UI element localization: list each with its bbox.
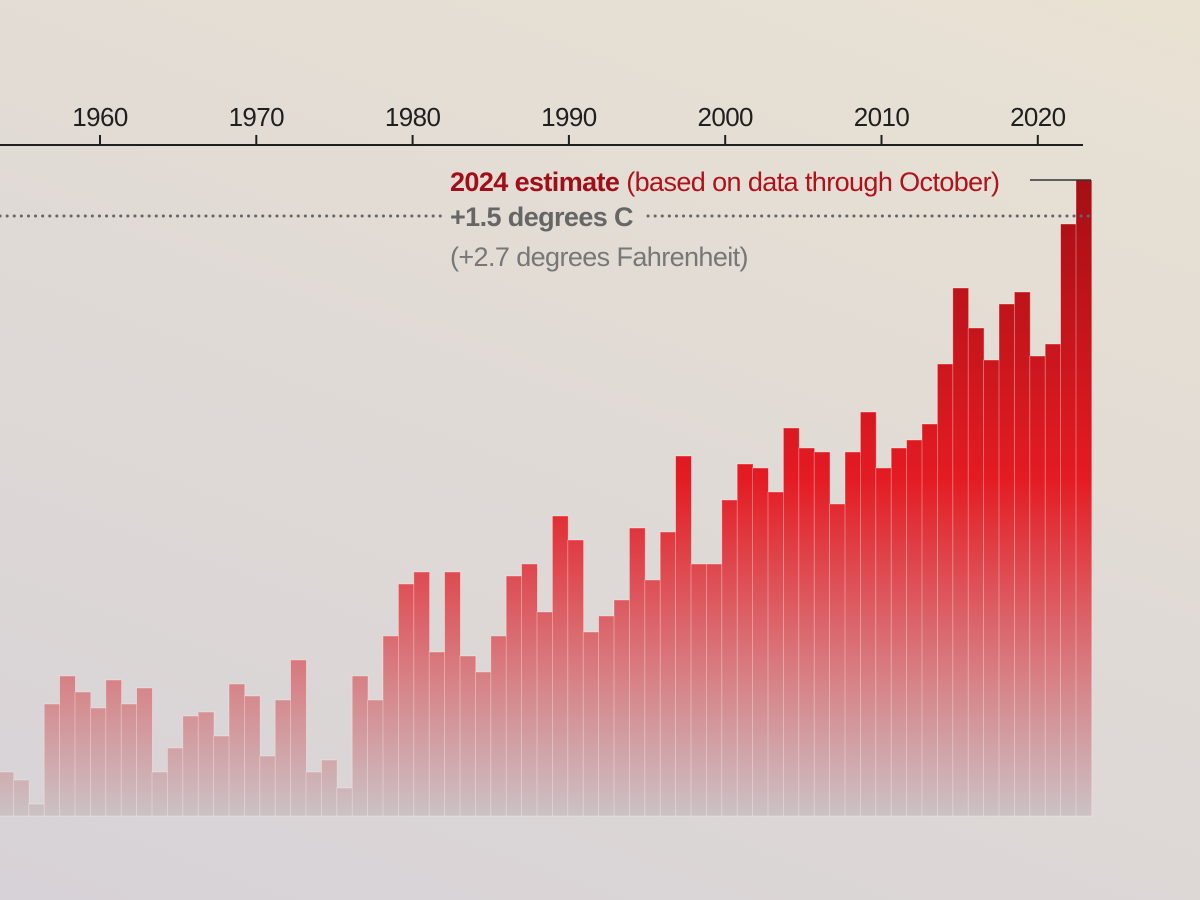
bar-1988 [521,563,538,817]
bar-1978 [367,699,384,817]
bar-1962 [120,703,138,817]
bar-1971 [259,755,276,817]
bar-1957 [43,703,61,817]
bar-1987 [505,575,523,817]
bar-2012 [890,447,908,817]
bar-1970 [243,695,261,817]
bar-1961 [105,679,123,817]
bar-2008 [829,503,846,817]
bar-2009 [844,451,862,817]
bar-1972 [274,699,292,817]
bar-1989 [536,611,554,817]
bar-1968 [213,735,230,817]
bar-2010 [860,411,877,817]
x-tick-label: 1960 [72,102,128,132]
x-tick-label: 2000 [697,102,753,132]
bar-series [0,179,1093,817]
bar-1982 [428,651,446,817]
x-tick-label: 2010 [854,102,910,132]
x-tick-label: 2020 [1010,102,1066,132]
bar-2005 [783,427,800,817]
bar-1955 [12,779,30,817]
bar-2021 [1029,355,1047,817]
bar-1954 [0,771,15,817]
bar-2019 [998,303,1016,817]
bar-1976 [336,787,353,817]
bar-1979 [382,635,400,817]
bar-1997 [659,531,677,817]
bar-1959 [74,691,92,817]
bar-2011 [875,467,892,817]
bar-2024 [1075,179,1093,817]
threshold-note: (+2.7 degrees Fahrenheit) [450,242,749,272]
bar-2016 [952,287,969,817]
bar-1996 [644,579,661,817]
bar-1967 [197,711,215,817]
bar-1990 [552,515,569,817]
bar-2022 [1044,343,1062,817]
bar-1966 [182,715,200,817]
bar-1991 [567,539,584,817]
bar-1973 [290,659,307,817]
bar-2004 [767,491,785,817]
bar-2003 [752,467,769,817]
bar-1983 [444,571,461,817]
bar-1958 [59,675,76,817]
bar-1993 [598,615,615,817]
bar-2006 [798,447,815,817]
bar-1985 [474,671,492,817]
x-tick-label: 1980 [385,102,441,132]
bar-1963 [136,687,153,817]
x-tick-label: 1970 [229,102,285,132]
estimate-note: (based on data through October) [626,167,1000,197]
x-axis: 1960 1970 1980 1990 2000 2010 2020 [0,102,1083,146]
bar-1977 [351,675,369,817]
bar-2020 [1014,291,1031,817]
threshold-label: +1.5 degrees C [450,202,634,232]
bar-2007 [813,451,831,817]
bar-1984 [459,655,477,817]
bar-1960 [90,707,107,817]
bar-1994 [613,599,631,817]
bar-2013 [906,439,923,817]
bar-1964 [151,771,169,817]
bar-2002 [736,463,754,817]
bar-2015 [937,363,954,817]
bar-2023 [1060,223,1077,817]
bar-2017 [967,327,985,817]
estimate-annotation: 2024 estimate (based on data through Oct… [450,167,1000,198]
bar-1999 [690,563,708,817]
bar-1956 [28,803,45,817]
bar-1975 [320,759,338,817]
bar-1995 [629,527,646,817]
bar-1981 [413,571,430,817]
bar-1974 [305,771,323,817]
bar-1965 [166,747,184,817]
estimate-label: 2024 estimate [450,167,620,197]
x-tick-label: 1990 [541,102,597,132]
bar-1969 [228,683,246,817]
bar-1980 [397,583,415,817]
bar-2000 [706,563,723,817]
bar-2018 [983,359,1000,817]
bar-1986 [490,635,507,817]
bar-2014 [921,423,939,817]
bar-1998 [675,455,692,817]
bar-2001 [721,499,738,817]
bar-1992 [582,631,600,817]
